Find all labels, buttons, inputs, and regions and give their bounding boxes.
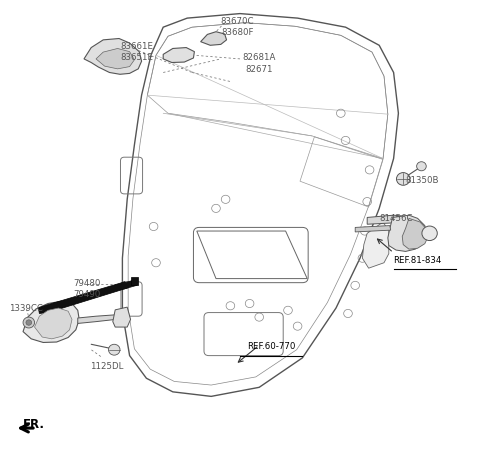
Polygon shape [388,215,427,251]
Text: 79480
79490: 79480 79490 [73,279,101,299]
Text: REF.60-770: REF.60-770 [247,342,295,351]
Text: 1339CC: 1339CC [10,304,43,313]
Polygon shape [362,222,389,268]
Polygon shape [367,215,409,224]
Polygon shape [84,39,142,74]
Polygon shape [113,307,131,327]
Bar [131,277,138,285]
Polygon shape [35,308,72,339]
Polygon shape [38,282,129,313]
Polygon shape [201,32,227,45]
Circle shape [108,344,120,355]
Polygon shape [163,48,194,63]
Text: REF.81-834: REF.81-834 [394,256,442,265]
Text: 83661E
83651E: 83661E 83651E [120,42,153,62]
Circle shape [23,317,35,328]
Polygon shape [23,301,79,342]
Polygon shape [78,315,116,323]
Circle shape [396,173,410,185]
Polygon shape [121,280,137,289]
Polygon shape [96,48,134,69]
Text: 82681A
82671: 82681A 82671 [242,53,276,73]
Text: 81456C: 81456C [379,214,413,223]
Circle shape [417,162,426,171]
Polygon shape [355,226,391,232]
Circle shape [422,226,437,241]
Text: 1125DL: 1125DL [90,362,123,371]
Text: FR.: FR. [23,418,45,431]
Polygon shape [402,218,428,249]
Text: 81350B: 81350B [406,176,439,185]
Text: 83670C
83680F: 83670C 83680F [221,17,254,37]
Circle shape [26,320,32,325]
